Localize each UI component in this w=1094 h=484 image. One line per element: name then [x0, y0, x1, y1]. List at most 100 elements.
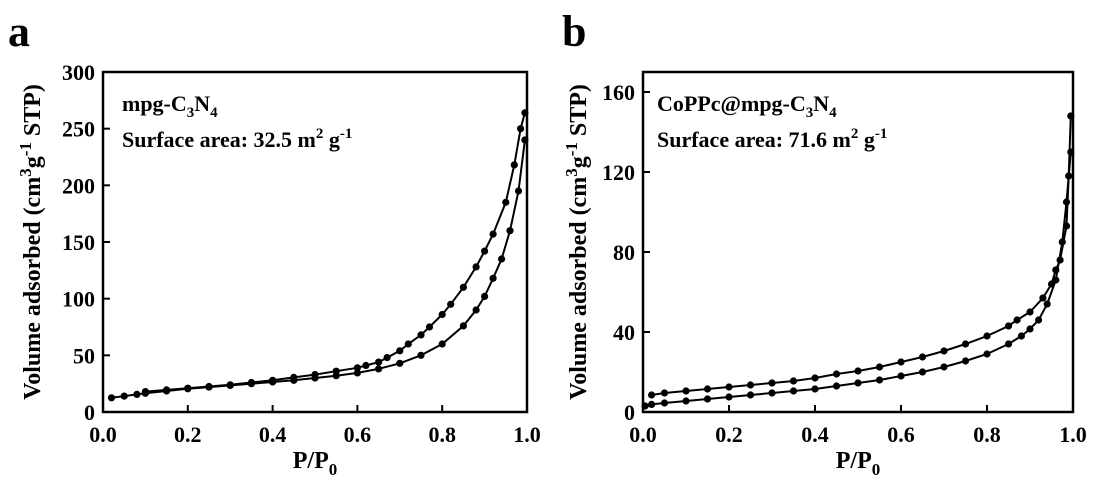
data-point-b [1058, 238, 1066, 246]
isotherm-line-a-adsorption [111, 139, 526, 399]
data-point-b [811, 385, 819, 393]
data-point-a [269, 376, 277, 384]
data-point-a [107, 394, 116, 402]
data-point-b [875, 363, 884, 371]
x-tick-label-a: 0.8 [428, 422, 456, 447]
data-point-a [353, 364, 361, 372]
data-point-a [459, 283, 467, 291]
data-point-b [1047, 280, 1056, 288]
data-point-b [768, 379, 776, 387]
data-point-a [472, 263, 480, 271]
y-tick-label-b: 40 [613, 320, 635, 345]
y-tick-label-a: 100 [62, 287, 95, 312]
x-tick-label-b: 0.8 [973, 422, 1001, 447]
data-point-b [832, 382, 841, 390]
y-tick-label-a: 150 [62, 230, 95, 255]
data-point-a [438, 340, 446, 348]
data-point-a [375, 358, 383, 366]
data-point-a [362, 361, 370, 370]
x-tick-label-b: 0.2 [715, 422, 743, 447]
data-point-a [510, 161, 518, 169]
data-point-b [1013, 316, 1021, 324]
surface-area-label-a: Surface area: 32.5 m2 g-1 [122, 126, 352, 152]
data-point-b [961, 340, 970, 348]
data-point-a [521, 136, 529, 144]
data-point-b [746, 381, 755, 389]
sample-label-a: mpg-C3N4 [122, 91, 218, 121]
data-point-b [1039, 294, 1047, 302]
x-tick-label-a: 0.6 [344, 422, 372, 447]
data-point-b [1056, 256, 1064, 264]
plot-frame-b [641, 70, 1075, 414]
y-tick-label-a: 0 [84, 400, 95, 425]
data-point-a [184, 384, 192, 392]
y-tick-label-b: 160 [602, 80, 635, 105]
data-point-b [1043, 300, 1051, 308]
data-point-a [489, 274, 497, 282]
x-tick-label-a: 0.2 [174, 422, 202, 447]
data-point-a [521, 109, 529, 117]
y-tick-label-a: 250 [62, 117, 95, 142]
data-point-b [682, 397, 690, 405]
data-point-b [725, 393, 733, 401]
ticks-a: 0.0 0.2 0.4 0.6 0.8 1.0 0 50 100 150 200 250 300 [62, 60, 541, 447]
y-tick-label-a: 50 [73, 343, 95, 368]
data-point-a [141, 388, 149, 396]
data-point-a [247, 378, 255, 387]
data-point-a [205, 382, 213, 391]
x-tick-label-b: 1.0 [1059, 422, 1087, 447]
data-point-b [789, 387, 798, 395]
data-point-b [918, 353, 927, 361]
data-point-b [1026, 325, 1034, 333]
data-point-b [648, 391, 656, 399]
x-tick-label-b: 0.4 [801, 422, 829, 447]
data-point-b [1062, 198, 1071, 206]
x-axis-label-a: P/P0 [293, 448, 338, 479]
data-point-b [897, 358, 905, 366]
data-point-a [502, 198, 510, 206]
data-point-a [375, 365, 383, 373]
sample-label-b: CoPPc@mpg-C3N4 [657, 91, 837, 121]
data-point-b [983, 350, 991, 358]
data-point-a [447, 300, 455, 308]
data-point-b [1004, 322, 1013, 330]
data-point-b [789, 377, 798, 385]
data-point-a [396, 347, 404, 355]
data-point-b [1062, 222, 1071, 230]
data-point-b [940, 363, 948, 371]
data-point-b [940, 347, 948, 355]
x-tick-label-b: 0.6 [887, 422, 915, 447]
data-point-b [1067, 112, 1075, 120]
data-point-b [648, 400, 656, 408]
data-point-a [472, 306, 480, 314]
ticks-b: 0.0 0.2 0.4 0.6 0.8 1.0 0 40 80 120 160 [602, 80, 1087, 447]
data-point-a [481, 292, 489, 300]
data-point-a [133, 390, 141, 398]
x-tick-label-a: 0.4 [259, 422, 287, 447]
data-point-b [746, 391, 755, 399]
data-point-b [875, 376, 884, 384]
data-point-b [1004, 340, 1013, 348]
data-point-b [660, 389, 669, 397]
y-tick-label-b: 80 [613, 240, 635, 265]
curves-a [111, 112, 526, 399]
data-point-b [897, 372, 905, 380]
panel-letter-b: b [562, 7, 586, 56]
isotherm-line-b-desorption [651, 115, 1072, 396]
data-point-b [1065, 172, 1073, 180]
data-point-b [1067, 148, 1075, 156]
points-b [641, 112, 1075, 410]
y-axis-label-a: Volume adsorbed (cm3g-1 STP) [16, 84, 46, 400]
data-point-b [854, 367, 862, 375]
data-point-a [514, 187, 523, 195]
data-point-b [1017, 332, 1025, 340]
surface-area-label-b: Surface area: 71.6 m2 g-1 [657, 126, 887, 152]
x-tick-label-a: 0.0 [89, 422, 117, 447]
curves-b [644, 115, 1072, 407]
data-point-b [703, 385, 712, 393]
data-point-a [290, 373, 298, 381]
data-point-b [682, 387, 690, 395]
data-point-a [163, 386, 171, 394]
isotherm-line-a-desorption [145, 112, 526, 393]
